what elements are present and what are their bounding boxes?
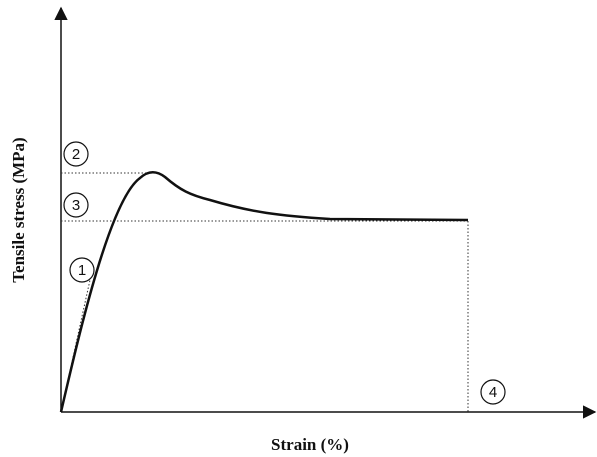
marker-circle: [63, 141, 89, 167]
marker-label: 1: [78, 262, 86, 279]
marker-circle: [69, 257, 95, 283]
y-axis-label: Tensile stress (MPa): [9, 137, 28, 282]
marker-label: 4: [489, 384, 497, 401]
stress-strain-curve: [59, 171, 469, 413]
marker-label: 2: [72, 146, 80, 163]
marker-label: 3: [72, 197, 80, 214]
marker-circle: [480, 379, 506, 405]
marker-circle: [63, 192, 89, 218]
x-axis-label: Strain (%): [271, 435, 349, 454]
